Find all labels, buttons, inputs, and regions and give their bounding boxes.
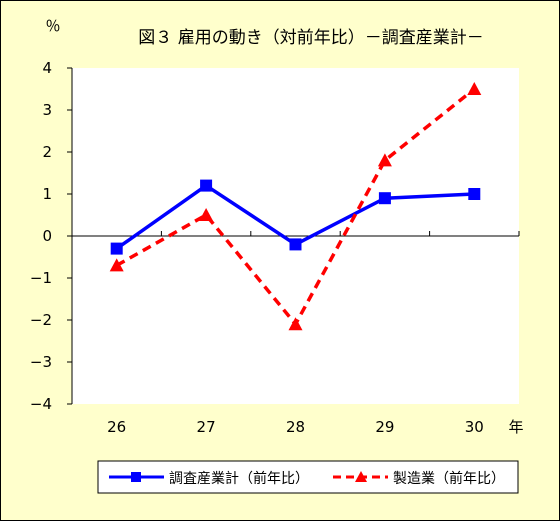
legend-box xyxy=(97,460,519,494)
legend-label-1: 製造業（前年比） xyxy=(393,470,505,487)
y-tick-labels: 4 3 2 1 0 −1 −2 −3 −4 xyxy=(30,59,52,413)
series-layer xyxy=(109,82,482,331)
series-0-point-1 xyxy=(200,179,213,192)
series-1 xyxy=(109,82,482,331)
y-tick-label-2: 2 xyxy=(42,143,52,161)
series-1-point-1 xyxy=(199,208,214,221)
series-1-point-4 xyxy=(467,82,482,95)
series-0-point-4 xyxy=(468,188,481,200)
legend-swatch-marker-0 xyxy=(131,472,141,482)
series-1-point-0 xyxy=(109,258,124,272)
y-tick-label-3: 1 xyxy=(42,185,52,203)
x-tick-label-2: 28 xyxy=(286,418,305,436)
y-axis-unit-label: ％ xyxy=(45,17,60,35)
series-1-point-3 xyxy=(377,153,392,167)
y-tick-label-4: 0 xyxy=(42,227,52,245)
y-tick-label-8: −4 xyxy=(30,395,52,413)
y-tick-label-1: 3 xyxy=(42,101,52,119)
series-0 xyxy=(110,179,481,255)
series-1-point-2 xyxy=(288,317,303,331)
axes xyxy=(67,67,520,405)
x-tick-label-1: 27 xyxy=(197,418,216,436)
series-0-point-2 xyxy=(289,238,302,251)
chart-title: 図３ 雇用の動き（対前年比）－調査産業計－ xyxy=(138,28,483,48)
legend-swatch-marker-1 xyxy=(355,471,367,482)
x-tick-label-4: 30 xyxy=(465,418,484,436)
y-tick-label-6: −2 xyxy=(30,311,52,329)
series-0-point-3 xyxy=(378,192,391,205)
x-axis-unit-label: 年 xyxy=(508,418,523,436)
series-0-point-0 xyxy=(110,242,123,255)
legend: 調査産業計（前年比） 製造業（前年比） xyxy=(97,460,519,494)
y-tick-label-0: 4 xyxy=(42,59,52,77)
y-tick-label-7: −3 xyxy=(30,353,52,371)
x-tick-label-3: 29 xyxy=(375,418,394,436)
x-tick-labels: 26 27 28 29 30 xyxy=(107,418,484,436)
x-tick-label-0: 26 xyxy=(107,418,126,436)
y-tick-label-5: −1 xyxy=(30,269,52,287)
legend-label-0: 調査産業計（前年比） xyxy=(169,470,309,487)
